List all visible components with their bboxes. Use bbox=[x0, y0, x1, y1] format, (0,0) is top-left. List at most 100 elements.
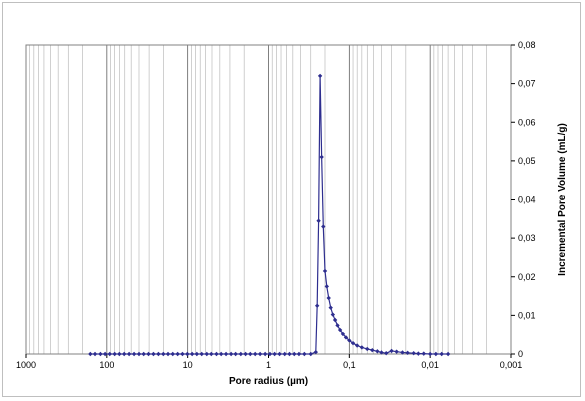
data-point bbox=[302, 351, 307, 357]
data-point bbox=[375, 349, 380, 354]
data-point bbox=[277, 351, 282, 357]
data-point bbox=[439, 351, 444, 357]
data-point bbox=[350, 340, 356, 346]
data-point bbox=[319, 154, 324, 160]
data-point bbox=[267, 351, 273, 357]
data-point bbox=[383, 351, 389, 356]
data-point bbox=[189, 351, 195, 357]
data-point bbox=[180, 351, 185, 357]
x-axis-ticks: 1000 100 10 1 0,1 0,01 0,001 bbox=[16, 354, 522, 370]
x-tick-label: 100 bbox=[99, 360, 114, 370]
data-point bbox=[214, 351, 219, 357]
data-point bbox=[317, 73, 323, 79]
data-point bbox=[141, 351, 146, 357]
data-point bbox=[272, 351, 277, 357]
y-axis-ticks: 0 0,01 0,02 0,03 0,04 0,05 0,06 0,07 0,08 bbox=[511, 40, 536, 359]
y-tick-label: 0,05 bbox=[518, 156, 536, 166]
data-point bbox=[308, 351, 313, 357]
data-point bbox=[365, 346, 370, 352]
data-point bbox=[421, 351, 426, 356]
y-tick-label: 0,08 bbox=[518, 40, 536, 50]
data-point bbox=[243, 351, 248, 357]
data-point bbox=[335, 323, 340, 328]
data-point bbox=[354, 343, 360, 348]
data-point bbox=[165, 351, 171, 357]
data-point bbox=[313, 349, 318, 355]
x-tick-label: 1000 bbox=[16, 360, 36, 370]
data-point bbox=[223, 351, 229, 357]
y-tick-label: 0,01 bbox=[518, 310, 536, 320]
data-point bbox=[146, 351, 151, 357]
data-point bbox=[262, 351, 268, 357]
data-point bbox=[445, 351, 451, 357]
data-point bbox=[316, 218, 321, 223]
data-point bbox=[194, 351, 200, 357]
data-point bbox=[257, 351, 263, 357]
data-point bbox=[233, 351, 238, 357]
y-tick-label: 0,02 bbox=[518, 272, 536, 282]
x-tick-label: 1 bbox=[266, 360, 271, 370]
data-point bbox=[330, 312, 336, 317]
x-tick-label: 0,001 bbox=[500, 360, 523, 370]
data-point bbox=[209, 351, 214, 357]
data-point bbox=[389, 348, 394, 354]
data-point bbox=[337, 327, 343, 333]
data-point bbox=[228, 351, 234, 357]
data-point bbox=[405, 350, 410, 356]
x-tick-label: 0,01 bbox=[421, 360, 439, 370]
x-tick-label: 0,1 bbox=[343, 360, 356, 370]
data-point bbox=[359, 345, 365, 350]
data-point bbox=[321, 224, 326, 229]
data-point bbox=[161, 351, 166, 357]
y-tick-label: 0,03 bbox=[518, 233, 536, 243]
data-point bbox=[296, 351, 302, 357]
data-point bbox=[248, 351, 253, 357]
data-point bbox=[370, 347, 375, 353]
data-point bbox=[416, 351, 421, 356]
data-point bbox=[117, 351, 122, 357]
data-point bbox=[88, 351, 93, 357]
chart-frame bbox=[2, 2, 581, 397]
data-point bbox=[175, 351, 180, 357]
data-point bbox=[322, 268, 328, 274]
data-point bbox=[253, 351, 258, 357]
data-point bbox=[92, 351, 98, 357]
data-point bbox=[400, 350, 405, 355]
y-tick-label: 0,04 bbox=[518, 195, 536, 205]
y-tick-label: 0 bbox=[518, 349, 523, 359]
data-point bbox=[126, 351, 132, 357]
data-point bbox=[379, 350, 384, 355]
data-point bbox=[199, 351, 204, 357]
data-point bbox=[121, 351, 127, 357]
data-point bbox=[282, 351, 287, 357]
series-markers bbox=[88, 73, 451, 357]
data-point bbox=[107, 351, 112, 357]
x-tick-label: 10 bbox=[183, 360, 193, 370]
data-point bbox=[98, 351, 103, 357]
data-point bbox=[328, 305, 333, 310]
grid-lines bbox=[29, 45, 512, 354]
y-axis-title: Incremental Pore Volume (mL/g) bbox=[557, 123, 568, 276]
data-point bbox=[287, 351, 292, 357]
data-point bbox=[347, 338, 352, 343]
data-point bbox=[170, 351, 175, 357]
y-tick-label: 0,06 bbox=[518, 117, 536, 127]
data-point bbox=[156, 351, 161, 357]
data-point bbox=[238, 351, 244, 357]
data-point bbox=[151, 351, 156, 357]
data-point bbox=[324, 284, 330, 289]
data-point bbox=[433, 351, 439, 357]
data-point bbox=[394, 349, 399, 354]
data-point bbox=[427, 351, 433, 357]
data-point bbox=[136, 351, 142, 357]
series-line bbox=[90, 75, 449, 355]
data-point bbox=[131, 351, 137, 357]
data-point bbox=[340, 331, 346, 337]
data-point bbox=[218, 351, 224, 357]
data-point bbox=[343, 335, 349, 340]
data-point bbox=[112, 351, 117, 357]
x-axis-title: Pore radius (µm) bbox=[229, 376, 308, 387]
data-point bbox=[326, 295, 331, 301]
data-point bbox=[102, 351, 108, 357]
